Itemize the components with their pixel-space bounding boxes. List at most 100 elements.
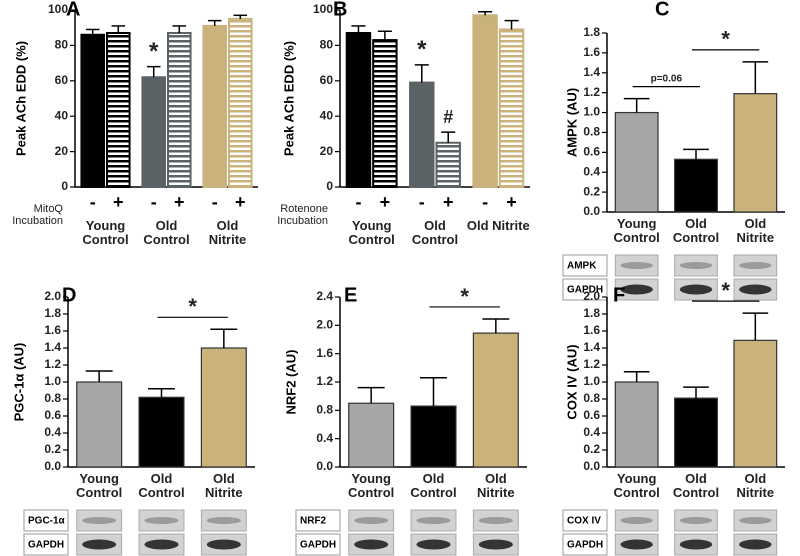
y-tick-label: 0 [326, 179, 333, 193]
y-tick-label: 40 [320, 108, 334, 122]
annotation: # [443, 107, 453, 127]
bar [372, 39, 398, 189]
y-axis-label: COX IV (AU) [564, 344, 579, 419]
condition-tick-label: + [174, 192, 185, 212]
blot-label: GAPDH [567, 540, 603, 551]
blot-label: AMPK [567, 261, 597, 272]
y-axis-label: AMPK (AU) [564, 88, 579, 157]
y-tick-label: 80 [320, 38, 334, 52]
blot-band [739, 517, 772, 524]
condition-tick-label: + [235, 192, 246, 212]
category-label: Old Control [410, 471, 457, 500]
y-tick-label: 40 [55, 108, 69, 122]
y-tick-label: 1.2 [44, 357, 61, 371]
category-label: Old Control [672, 471, 720, 500]
y-tick-label: 2.0 [44, 289, 61, 303]
bar [228, 17, 253, 188]
category-label: Young Control [613, 216, 660, 245]
blot-label-box [562, 254, 608, 277]
category-label: Young Control [613, 471, 660, 500]
y-tick-label: 20 [320, 144, 334, 158]
annotation: * [460, 284, 469, 309]
blot-band [679, 539, 713, 550]
annotation: * [721, 278, 730, 303]
blot-label-box [562, 509, 608, 532]
group-label: Old Control [411, 218, 459, 247]
blot-band [144, 517, 179, 524]
category-label: Old Nitrite [736, 471, 775, 500]
panel-letter: E [344, 284, 357, 306]
y-tick-label: 100 [313, 2, 333, 16]
y-tick-label: 1.6 [583, 323, 600, 337]
blot-band [620, 539, 653, 550]
condition-tick-label: + [443, 192, 454, 212]
bar [472, 332, 519, 468]
blot-band [144, 539, 179, 550]
annotation: * [417, 36, 427, 63]
group-label: Young Control [348, 218, 395, 247]
group-label: Old Nitrite [208, 218, 247, 247]
bar [409, 81, 435, 188]
blot-band [354, 539, 389, 550]
group-label: Young Control [82, 218, 129, 247]
y-tick-label: 0.6 [44, 408, 61, 422]
y-tick-label: 0.2 [583, 184, 600, 198]
y-tick-label: 0.2 [583, 442, 600, 456]
y-tick-label: 1.4 [44, 340, 61, 354]
blot-band [82, 517, 117, 524]
y-tick-label: 0.4 [316, 431, 333, 445]
y-tick-label: 0.6 [583, 145, 600, 159]
category-label: Old Control [672, 216, 720, 245]
category-label: Young Control [76, 471, 123, 500]
y-tick-label: 0.8 [583, 391, 600, 405]
y-tick-label: 1.6 [583, 45, 600, 59]
bar [80, 33, 105, 188]
bar [348, 402, 395, 468]
blot-label-box [562, 278, 608, 301]
condition-tick-label: + [113, 192, 124, 212]
condition-tick-label: + [506, 192, 517, 212]
category-label: Old Nitrite [736, 216, 775, 245]
blot-band [620, 284, 653, 295]
y-tick-label: 60 [320, 73, 334, 87]
bar [141, 76, 166, 188]
y-axis-label: PGC-1α (AU) [11, 343, 26, 422]
bar [614, 381, 659, 468]
bar [345, 32, 372, 189]
blot-label: PGC-1α [28, 516, 66, 527]
y-tick-label: 0.2 [44, 442, 61, 456]
condition-tick-label: - [90, 192, 96, 212]
y-tick-label: 1.6 [44, 323, 61, 337]
bar [106, 32, 131, 189]
y-tick-label: 2.0 [316, 318, 333, 332]
group-label: Old Control [143, 218, 190, 247]
y-tick-label: 2.4 [316, 289, 333, 303]
blot-band [739, 539, 772, 550]
y-tick-label: 0.4 [44, 425, 61, 439]
group-label: Old Nitrite [466, 218, 530, 233]
y-tick-label: 0.0 [44, 459, 61, 473]
category-label: Young Control [348, 471, 395, 500]
y-tick-label: 0.8 [316, 403, 333, 417]
blot-band [416, 539, 451, 550]
y-tick-label: 100 [48, 2, 68, 16]
bar [674, 158, 718, 213]
blot-band [206, 539, 241, 550]
blot-label-box [562, 533, 608, 556]
condition-label: Rotenone Incubation [277, 203, 328, 227]
bar [200, 347, 247, 468]
y-tick-label: 0.8 [583, 125, 600, 139]
y-tick-label: 1.2 [316, 374, 333, 388]
panel-letter: C [655, 0, 669, 20]
y-tick-label: 1.0 [583, 105, 600, 119]
panel-letter: D [62, 284, 76, 306]
blot-band [478, 517, 513, 524]
condition-tick-label: - [355, 192, 361, 212]
bar [472, 14, 498, 189]
y-tick-label: 1.4 [583, 65, 600, 79]
condition-label: MitoQ Incubation [12, 203, 63, 227]
blot-label-box [295, 509, 341, 532]
bar [138, 396, 185, 468]
y-tick-label: 0.6 [583, 408, 600, 422]
